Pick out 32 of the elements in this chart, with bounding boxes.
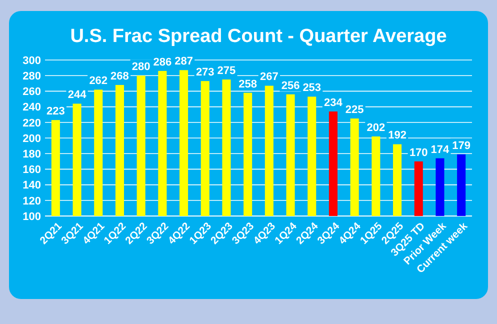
data-label: 253 — [302, 82, 322, 94]
data-label: 192 — [388, 130, 406, 142]
y-tick-label: 220 — [22, 117, 41, 130]
data-label: 275 — [217, 65, 236, 77]
y-tick-label: 140 — [22, 180, 41, 192]
data-label: 262 — [89, 75, 108, 88]
y-tick-label: 120 — [22, 195, 41, 208]
y-tick-label: 100 — [22, 210, 41, 223]
data-label: 258 — [238, 78, 258, 90]
data-label: 179 — [452, 140, 471, 152]
data-label: 256 — [281, 80, 300, 92]
chart-title: U.S. Frac Spread Count - Quarter Average — [70, 26, 447, 47]
y-tick-label: 300 — [22, 54, 41, 67]
y-tick-label: 240 — [22, 102, 41, 114]
y-tick-label: 280 — [22, 70, 41, 82]
data-label: 268 — [110, 70, 129, 82]
data-label: 223 — [46, 106, 65, 118]
data-label: 225 — [345, 104, 364, 116]
data-label: 244 — [68, 89, 88, 102]
data-label: 234 — [324, 96, 344, 109]
data-label: 202 — [366, 122, 386, 134]
data-label: 287 — [174, 56, 193, 68]
y-tick-label: 260 — [22, 86, 41, 98]
y-tick-label: 200 — [22, 132, 41, 145]
data-label: 280 — [132, 61, 150, 74]
y-tick-label: 180 — [22, 148, 41, 160]
data-label: 273 — [196, 66, 214, 79]
data-label: 174 — [430, 144, 450, 156]
y-tick-label: 160 — [22, 164, 41, 176]
data-label: 267 — [260, 71, 278, 84]
data-label: 170 — [409, 146, 428, 159]
data-label: 286 — [153, 56, 172, 68]
